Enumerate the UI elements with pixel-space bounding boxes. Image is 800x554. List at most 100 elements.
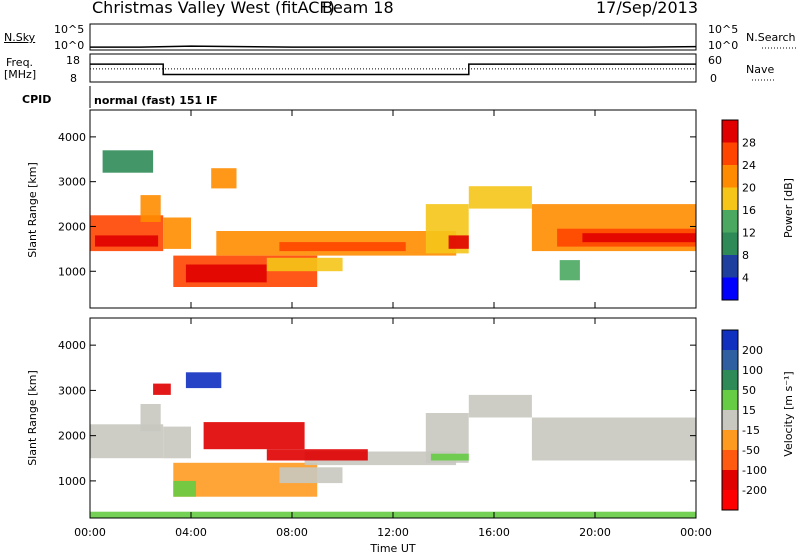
power-colorbar: 4 8 12 16 20 24 28 [721, 119, 756, 301]
nsearch-tick-top: 10^5 [708, 23, 739, 36]
velocity-colorbar-swatch [722, 350, 738, 370]
velocity-colorbar-label: Velocity [m s⁻¹] [782, 371, 795, 456]
power-ytick-label: 4000 [58, 131, 86, 144]
time-tick-label: 04:00 [175, 526, 207, 539]
power-colorbar-swatch [722, 120, 738, 143]
velocity-colorbar-tick: -200 [742, 484, 767, 497]
date-label: 17/Sep/2013 [596, 0, 699, 17]
nave-label: Nave [746, 63, 775, 76]
power-cell [468, 186, 532, 209]
freq-label-1: Freq. [6, 56, 34, 69]
power-colorbar-tick: 8 [742, 249, 749, 262]
time-tick-label: 00:00 [680, 526, 712, 539]
power-ylabel: Slant Range [km] [26, 162, 39, 258]
power-cell [582, 233, 696, 243]
power-colorbar-tick: 16 [742, 204, 756, 217]
velocity-cell [153, 383, 171, 395]
power-colorbar-swatch [722, 187, 738, 210]
velocity-ytick-label: 1000 [58, 475, 86, 488]
velocity-colorbar-tick: 200 [742, 344, 763, 357]
power-colorbar-label: Power [dB] [782, 178, 795, 238]
power-cell [211, 168, 237, 189]
power-ytick-label: 1000 [58, 265, 86, 278]
power-colorbar-swatch [722, 255, 738, 278]
freq-tick-bottom: 8 [70, 72, 77, 85]
time-axis: 00:00 04:00 08:00 12:00 16:00 20:00 00:00 [74, 110, 712, 539]
velocity-cell [430, 453, 469, 461]
velocity-colorbar-tick: -100 [742, 464, 767, 477]
velocity-colorbar-swatch [722, 450, 738, 470]
velocity-cell [140, 404, 161, 432]
velocity-colorbar-tick: 100 [742, 364, 763, 377]
velocity-colorbar-swatch [722, 390, 738, 410]
power-colorbar-swatch [722, 165, 738, 188]
freq-label-2: [MHz] [4, 68, 37, 81]
power-ytick-label: 3000 [58, 176, 86, 189]
velocity-colorbar-swatch [722, 330, 738, 350]
power-cell [185, 264, 267, 283]
velocity-colorbar-tick: 15 [742, 404, 756, 417]
velocity-colorbar-tick: -50 [742, 444, 760, 457]
nsearch-label: N.Search [746, 31, 796, 44]
nave-tick-bottom: 0 [710, 72, 717, 85]
power-colorbar-swatch [722, 232, 738, 255]
power-colorbar-tick: 20 [742, 182, 756, 195]
velocity-colorbar-tick: -15 [742, 424, 760, 437]
velocity-cell [266, 449, 368, 461]
power-cell [279, 242, 406, 252]
power-cell [95, 235, 159, 247]
nsky-tick-bottom: 10^0 [54, 39, 85, 52]
velocity-cell [531, 417, 696, 461]
nsky-strip [89, 23, 796, 51]
velocity-colorbar-swatch [722, 430, 738, 450]
power-colorbar-swatch [722, 210, 738, 233]
power-cell [102, 150, 154, 173]
power-colorbar-tick: 28 [742, 137, 756, 150]
time-tick-label: 16:00 [478, 526, 510, 539]
nsky-label: N.Sky [4, 31, 36, 44]
velocity-cell [279, 467, 343, 484]
cpid-strip: normal (fast) 151 IF [89, 86, 218, 108]
velocity-cell [185, 372, 222, 389]
nave-tick-top: 60 [708, 54, 722, 67]
velocity-cell [163, 426, 191, 459]
power-colorbar-frame [721, 119, 739, 301]
velocity-ytick-label: 2000 [58, 430, 86, 443]
velocity-colorbar-frame [721, 329, 739, 511]
power-cell [266, 257, 343, 272]
velocity-cell [203, 422, 305, 450]
power-colorbar-tick: 24 [742, 159, 756, 172]
cpid-value: normal (fast) 151 IF [94, 94, 218, 107]
site-title: Christmas Valley West (fitACF) [92, 0, 335, 17]
power-colorbar-swatch [722, 142, 738, 165]
power-ytick-label: 2000 [58, 220, 86, 233]
velocity-cell [468, 394, 532, 418]
nsky-series [90, 45, 697, 48]
freq-series [90, 63, 696, 76]
nsky-tick-top: 10^5 [54, 23, 85, 36]
time-tick-label: 20:00 [579, 526, 611, 539]
power-panel: 1000 2000 3000 4000 Slant Range [km] [26, 109, 697, 309]
freq-tick-top: 18 [66, 54, 80, 67]
velocity-colorbar-tick: 50 [742, 384, 756, 397]
velocity-colorbar-swatch [722, 410, 738, 430]
nsearch-tick-bottom: 10^0 [708, 39, 739, 52]
power-colorbar-tick: 12 [742, 227, 756, 240]
velocity-ytick-label: 4000 [58, 339, 86, 352]
cpid-label: CPID [22, 93, 52, 106]
time-tick-label: 12:00 [377, 526, 409, 539]
velocity-colorbar-swatch [722, 470, 738, 490]
time-tick-label: 00:00 [74, 526, 106, 539]
beam-label: Beam 18 [322, 0, 394, 17]
freq-strip [89, 53, 776, 83]
time-tick-label: 08:00 [276, 526, 308, 539]
velocity-ylabel: Slant Range [km] [26, 370, 39, 466]
time-axis-label: Time UT [369, 542, 415, 554]
power-colorbar-swatch [722, 277, 738, 300]
power-cell [140, 195, 161, 222]
velocity-cell [173, 480, 196, 497]
velocity-ytick-label: 3000 [58, 384, 86, 397]
power-cell [448, 235, 469, 249]
power-cell [559, 260, 580, 281]
